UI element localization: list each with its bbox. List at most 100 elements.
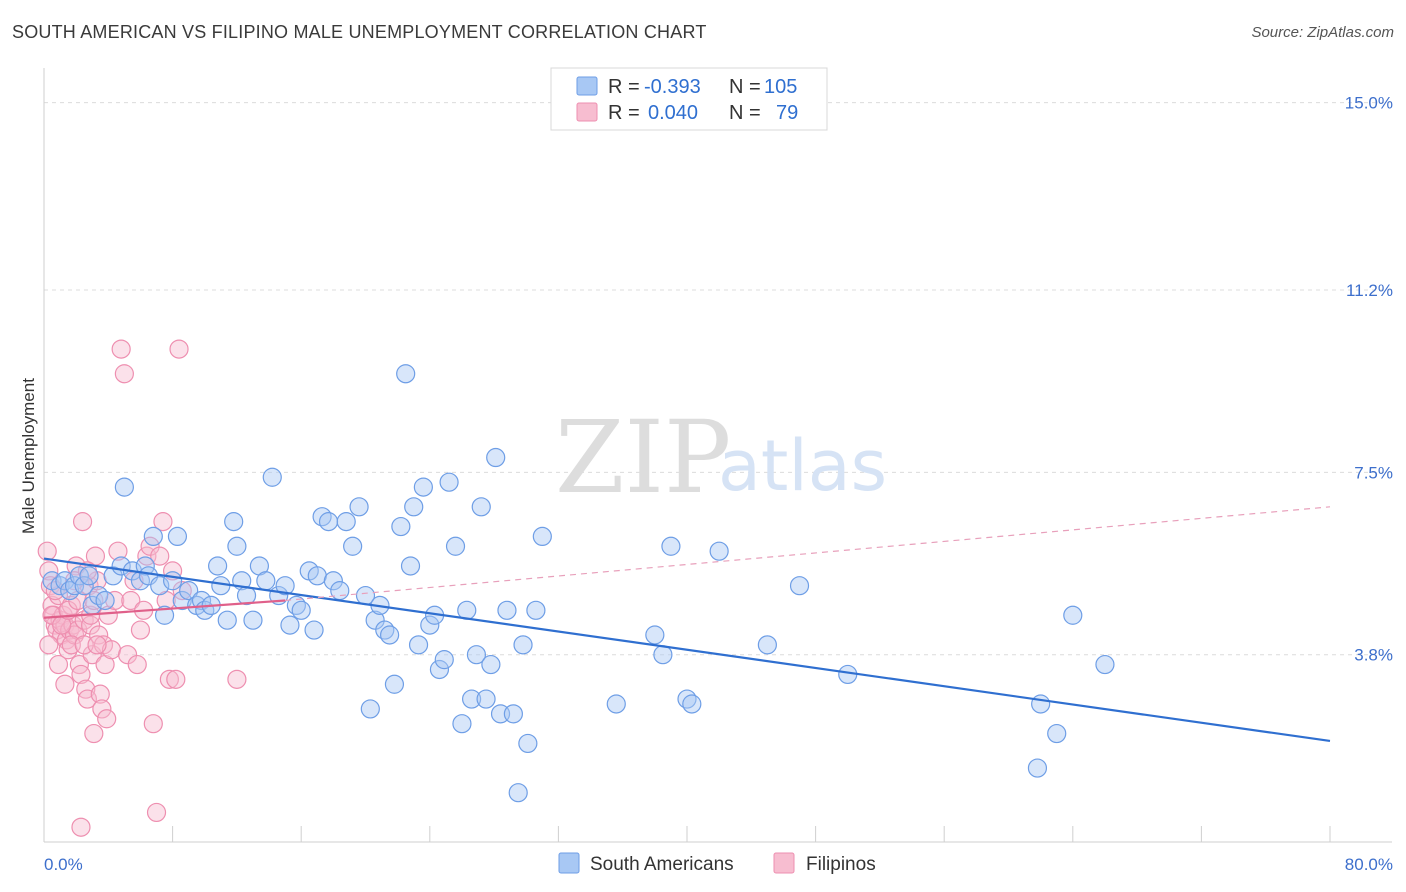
filipino-point-0 (37, 541, 57, 561)
south-american-point-100 (1027, 758, 1048, 778)
south-american-point-29 (208, 556, 228, 576)
legend-swatch-filipinos (576, 102, 598, 122)
south-american-point-9 (89, 585, 109, 606)
filipino-point-25 (77, 689, 98, 709)
south-american-point-62 (391, 516, 411, 537)
south-american-point-79 (476, 689, 496, 709)
south-american-point-44 (291, 600, 311, 620)
legend-n-label-0: N = (729, 76, 761, 98)
bottom-legend-swatch-filipinos (773, 852, 795, 874)
legend-r-value-0: -0.393 (644, 76, 701, 98)
filipino-point-44 (117, 645, 138, 665)
filipino-point-61 (172, 581, 192, 601)
trend-lines (43, 506, 1331, 743)
legend-r-label-1: R = (608, 102, 640, 124)
south-american-point-42 (280, 615, 300, 635)
filipino-point-65 (48, 654, 69, 675)
south-american-point-51 (330, 581, 350, 601)
south-american-point-52 (336, 512, 356, 532)
filipino-point-72 (71, 817, 91, 837)
filipino-point-22 (72, 512, 93, 532)
south-american-point-64 (400, 556, 421, 576)
south-american-point-65 (404, 497, 424, 517)
south-american-point-4 (64, 576, 85, 596)
south-american-point-19 (150, 576, 170, 596)
south-american-point-87 (518, 733, 538, 754)
watermark-atlas: atlas (718, 425, 887, 507)
south-american-point-70 (429, 659, 450, 680)
south-american-point-83 (497, 600, 517, 620)
y-tick-labels: 3.8% 7.5% 11.2% 15.0% (1345, 94, 1393, 665)
trend-line-filipinos (43, 599, 286, 619)
legend-n-value-1: 79 (776, 102, 798, 124)
filipino-point-77 (87, 635, 107, 655)
south-american-point-48 (312, 507, 332, 527)
south-american-point-39 (262, 467, 282, 487)
filipino-point-27 (81, 615, 101, 635)
watermark: ZIP atlas (555, 399, 887, 516)
south-american-point-20 (154, 605, 175, 625)
south-american-point-63 (396, 364, 416, 384)
south-american-point-49 (318, 512, 339, 532)
south-american-point-85 (508, 783, 528, 803)
south-american-point-77 (466, 645, 487, 665)
filipino-point-67 (55, 674, 75, 694)
y-tick-label-3: 15.0% (1345, 94, 1393, 113)
legend-r-label-0: R = (608, 76, 640, 98)
chart-title: SOUTH AMERICAN VS FILIPINO MALE UNEMPLOY… (12, 22, 707, 42)
south-american-point-90 (606, 694, 626, 714)
filipino-point-45 (121, 590, 141, 611)
south-american-point-74 (452, 714, 472, 734)
south-american-point-91 (645, 625, 665, 645)
filipino-point-21 (71, 664, 91, 685)
south-american-point-54 (349, 497, 369, 517)
filipino-point-53 (146, 802, 167, 823)
south-american-point-86 (513, 635, 533, 655)
south-american-point-96 (709, 541, 729, 561)
filipino-point-55 (153, 512, 173, 532)
south-american-point-81 (486, 447, 506, 468)
bottom-legend: South Americans Filipinos (558, 852, 876, 875)
x-tick-labels: 0.0% 80.0% (44, 855, 1393, 874)
south-american-point-78 (471, 497, 491, 517)
south-american-point-33 (227, 536, 247, 556)
filipino-point-47 (127, 654, 147, 675)
south-american-point-95 (682, 694, 702, 714)
trend-extension-filipinos (285, 506, 1331, 602)
south-american-point-93 (661, 536, 681, 556)
legend-n-label-1: N = (729, 102, 761, 124)
filipino-point-60 (169, 339, 189, 359)
filipino-point-42 (111, 339, 131, 359)
trend-line-south-americans (43, 557, 1331, 743)
south-american-point-2 (55, 571, 75, 591)
south-american-point-71 (434, 650, 454, 670)
y-tick-label-1: 7.5% (1354, 463, 1393, 482)
legend: R = -0.393 N = 105 R = 0.040 N = 79 (550, 67, 828, 131)
south-american-point-76 (461, 689, 482, 709)
series-south-americans-points (42, 364, 1115, 803)
south-american-point-67 (413, 477, 433, 497)
filipino-point-37 (97, 709, 117, 729)
south-american-point-24 (179, 581, 199, 601)
south-american-point-11 (103, 566, 123, 586)
x-tick-label-0: 0.0% (44, 855, 83, 874)
watermark-zip: ZIP (555, 399, 731, 516)
south-american-point-88 (526, 600, 546, 620)
south-american-point-56 (360, 699, 380, 719)
chart-source: Source: ZipAtlas.com (1251, 24, 1394, 41)
filipino-point-24 (76, 679, 96, 699)
filipino-point-54 (150, 546, 170, 566)
south-american-point-101 (1031, 694, 1051, 714)
filipino-point-29 (84, 723, 104, 744)
south-american-point-7 (79, 566, 99, 586)
south-american-point-57 (365, 610, 385, 630)
south-american-point-98 (789, 576, 810, 596)
filipino-point-33 (90, 684, 110, 704)
y-tick-label-2: 11.2% (1346, 281, 1393, 300)
y-tick-label-0: 3.8% (1354, 646, 1393, 665)
south-american-point-102 (1047, 723, 1067, 744)
filipino-point-78 (227, 669, 247, 689)
south-american-point-32 (224, 512, 244, 532)
south-american-point-73 (445, 536, 466, 556)
y-axis-label: Male Unemployment (19, 378, 38, 534)
